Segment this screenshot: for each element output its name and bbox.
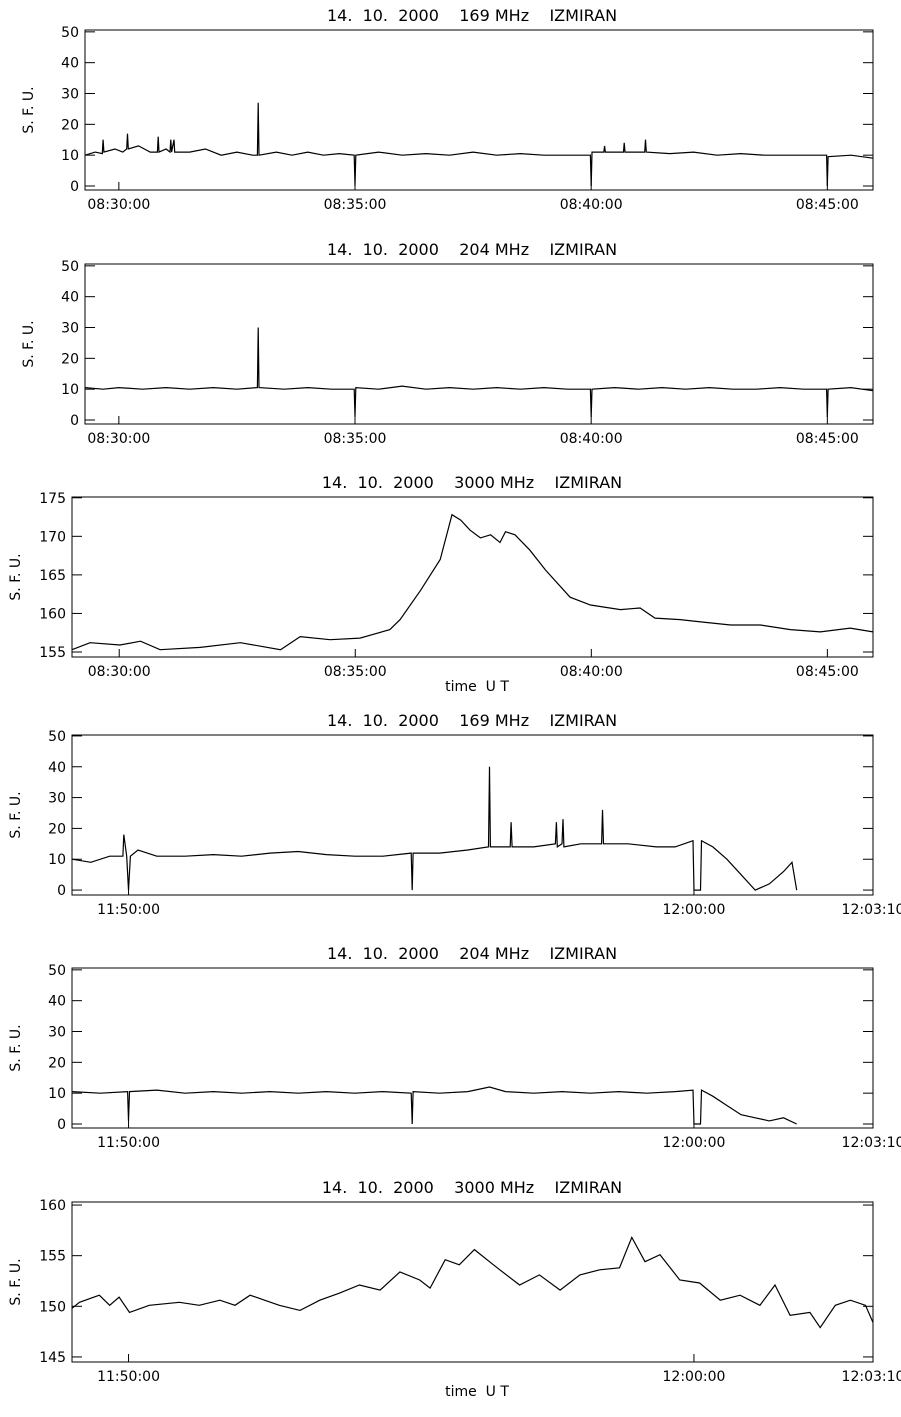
y-tick-label: 30 [48,1025,66,1041]
x-tick-label: 08:35:00 [324,197,387,213]
y-axis-label: S. F. U. [8,1258,24,1305]
x-tick-label: 12:03:10 [842,1369,901,1385]
x-tick-label: 08:35:00 [324,431,387,447]
x-tick-label: 12:00:00 [663,1135,726,1151]
x-axis-label: time U T [445,1384,509,1400]
x-tick-label: 11:50:00 [97,1135,160,1151]
y-tick-label: 40 [61,56,79,72]
y-tick-label: 50 [48,963,66,979]
chart-title: 14. 10. 2000 169 MHz IZMIRAN [327,6,617,25]
x-tick-label: 12:00:00 [663,902,726,918]
y-axis-label: S. F. U. [8,791,24,838]
y-tick-label: 0 [57,883,66,899]
chart-title: 14. 10. 2000 3000 MHz IZMIRAN [322,473,622,492]
y-tick-label: 150 [39,1299,66,1315]
y-axis-label: S. F. U. [8,553,24,600]
plot-frame [71,967,874,1129]
x-tick-label: 12:03:10 [842,902,901,918]
y-tick-label: 175 [39,491,66,507]
y-tick-label: 165 [39,568,66,584]
y-tick-label: 10 [48,1086,66,1102]
y-tick-label: 40 [61,290,79,306]
y-tick-label: 40 [48,994,66,1010]
plot-frame [71,1201,874,1363]
chart-title: 14. 10. 2000 204 MHz IZMIRAN [327,240,617,259]
x-tick-label: 08:45:00 [796,197,859,213]
y-tick-label: 20 [48,1055,66,1071]
plot-frame [84,263,874,425]
data-line [71,513,874,651]
data-line [71,766,798,891]
plot-frame [71,734,874,896]
y-tick-label: 10 [61,382,79,398]
x-tick-label: 08:45:00 [796,431,859,447]
y-tick-label: 50 [61,259,79,275]
y-axis-label: S. F. U. [8,1024,24,1071]
plot-frame [71,496,874,658]
x-tick-label: 08:40:00 [560,664,623,680]
x-tick-label: 08:40:00 [560,431,623,447]
y-tick-label: 30 [61,321,79,337]
y-tick-label: 50 [48,729,66,745]
y-tick-label: 0 [70,179,79,195]
y-tick-label: 145 [39,1350,66,1366]
y-tick-label: 40 [48,760,66,776]
data-line [84,102,874,187]
y-tick-label: 10 [61,148,79,164]
y-tick-label: 155 [39,645,66,661]
x-tick-label: 08:30:00 [88,664,151,680]
y-tick-label: 0 [70,413,79,429]
x-tick-label: 11:50:00 [97,1369,160,1385]
chart-title: 14. 10. 2000 204 MHz IZMIRAN [327,944,617,963]
data-line [71,1235,874,1329]
y-tick-label: 160 [39,606,66,622]
y-axis-label: S. F. U. [21,320,37,367]
y-axis-label: S. F. U. [21,86,37,133]
y-tick-label: 170 [39,529,66,545]
y-tick-label: 10 [48,852,66,868]
data-line [84,327,874,417]
x-tick-label: 08:35:00 [324,664,387,680]
y-tick-label: 30 [48,791,66,807]
y-tick-label: 20 [61,351,79,367]
y-tick-label: 0 [57,1117,66,1133]
y-tick-label: 160 [39,1198,66,1214]
x-tick-label: 08:40:00 [560,197,623,213]
x-tick-label: 08:30:00 [87,197,150,213]
y-tick-label: 20 [48,821,66,837]
plot-frame [84,29,874,191]
x-tick-label: 08:45:00 [796,664,859,680]
data-line [71,1086,797,1125]
chart-title: 14. 10. 2000 169 MHz IZMIRAN [327,711,617,730]
chart-title: 14. 10. 2000 3000 MHz IZMIRAN [322,1178,622,1197]
y-tick-label: 20 [61,117,79,133]
x-tick-label: 08:30:00 [87,431,150,447]
x-tick-label: 11:50:00 [97,902,160,918]
y-tick-label: 30 [61,87,79,103]
x-tick-label: 12:00:00 [663,1369,726,1385]
x-axis-label: time U T [445,679,509,695]
x-tick-label: 12:03:10 [842,1135,901,1151]
y-tick-label: 50 [61,25,79,41]
y-tick-label: 155 [39,1249,66,1265]
